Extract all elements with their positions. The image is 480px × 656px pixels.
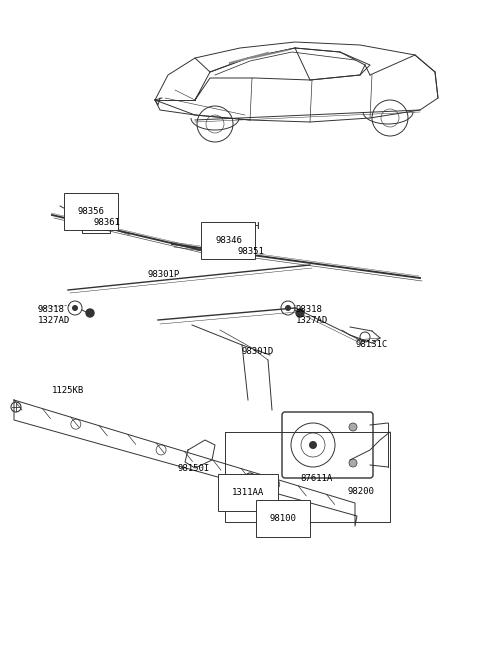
Text: 98100: 98100	[270, 514, 297, 523]
Text: 98361: 98361	[93, 218, 120, 227]
Circle shape	[248, 476, 252, 480]
Circle shape	[296, 309, 304, 317]
Text: 9835LH: 9835LH	[228, 222, 260, 231]
Text: 9836RH: 9836RH	[65, 193, 97, 202]
Circle shape	[349, 423, 357, 431]
Text: 87611A: 87611A	[300, 474, 332, 483]
Text: 98110: 98110	[236, 474, 263, 483]
Text: 98131C: 98131C	[356, 340, 388, 349]
Text: 98200: 98200	[348, 487, 375, 496]
Text: 1311AA: 1311AA	[232, 488, 264, 497]
Text: 98301P: 98301P	[148, 270, 180, 279]
Circle shape	[309, 441, 317, 449]
Text: 98356: 98356	[78, 207, 105, 216]
Text: 98351: 98351	[237, 247, 264, 256]
Circle shape	[285, 305, 291, 311]
Text: 1125KB: 1125KB	[52, 386, 84, 395]
Circle shape	[349, 459, 357, 467]
Text: 1327AD: 1327AD	[296, 316, 328, 325]
Text: 98318: 98318	[296, 305, 323, 314]
Text: 98301D: 98301D	[242, 347, 274, 356]
Text: 98346: 98346	[215, 236, 242, 245]
Text: 1327AD: 1327AD	[38, 316, 70, 325]
Text: 98150I: 98150I	[178, 464, 210, 473]
Text: 98318: 98318	[38, 305, 65, 314]
Circle shape	[86, 309, 94, 317]
Circle shape	[72, 305, 78, 311]
